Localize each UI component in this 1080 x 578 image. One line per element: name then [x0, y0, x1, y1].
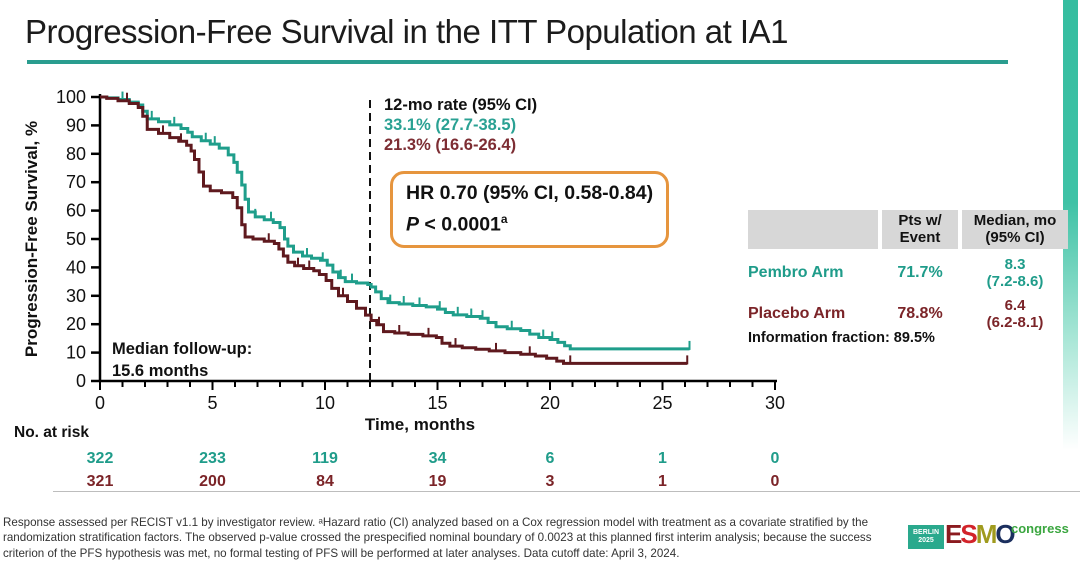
- at-risk-count: 233: [199, 450, 226, 467]
- at-risk-count: 0: [771, 450, 780, 467]
- at-risk-count: 200: [199, 473, 226, 490]
- esmo-letter-o: O: [995, 519, 1015, 549]
- esmo-letter-s: S: [960, 519, 977, 549]
- y-tick-label: 50: [66, 229, 86, 249]
- km-curve-pembro-arm: [100, 95, 690, 351]
- summary-row-pembro-events: 71.7%: [897, 264, 943, 281]
- summary-header-median: Median, mo (95% CI): [962, 210, 1068, 249]
- title-underline: [27, 60, 1008, 64]
- decorative-edge-stripe: [1063, 0, 1078, 450]
- footnote: Response assessed per RECIST v1.1 by inv…: [3, 516, 872, 560]
- at-risk-count: 1: [658, 473, 667, 490]
- esmo-wordmark: ESMO: [945, 519, 1016, 549]
- p-superscript: a: [500, 212, 508, 226]
- y-tick-label: 80: [66, 144, 86, 164]
- x-tick-label: 15: [427, 393, 447, 413]
- at-risk-count: 321: [87, 473, 114, 490]
- summary-row-pembro-median: 8.3 (7.2-8.6): [986, 256, 1044, 290]
- y-tick-label: 30: [66, 286, 86, 306]
- p-value-line: P < 0.0001a: [406, 206, 653, 238]
- footnote-divider: [53, 491, 1080, 492]
- y-tick-label: 20: [66, 314, 86, 334]
- summary-row-pembro-arm: Pembro Arm: [748, 264, 844, 281]
- rate-annotation: 12-mo rate (95% CI) 33.1% (27.7-38.5) 21…: [384, 95, 537, 155]
- at-risk-count: 322: [87, 450, 114, 467]
- x-tick-label: 30: [765, 393, 785, 413]
- summary-header-events: Pts w/ Event: [882, 210, 958, 249]
- p-value: < 0.0001: [419, 213, 501, 236]
- y-tick-label: 70: [66, 172, 86, 192]
- esmo-letter-m: M: [975, 519, 998, 549]
- x-tick-label: 20: [540, 393, 560, 413]
- summary-table: Pts w/ Event Median, mo (95% CI) Pembro …: [748, 210, 1068, 331]
- rate-annotation-placebo: 21.3% (16.6-26.4): [384, 136, 517, 154]
- y-tick-label: 90: [66, 115, 86, 135]
- y-axis-title: Progression-Free Survival, %: [22, 121, 41, 357]
- summary-row-placebo-median: 6.4 (6.2-8.1): [986, 297, 1044, 331]
- esmo-congress-logo: BERLIN 2025 ESMO congress: [908, 520, 1078, 554]
- hazard-ratio-text: HR 0.70 (95% CI, 0.58-0.84): [406, 182, 654, 204]
- y-tick-label: 0: [76, 371, 86, 391]
- information-fraction: Information fraction: 89.5%: [748, 330, 935, 346]
- rate-annotation-header: 12-mo rate (95% CI): [384, 96, 538, 114]
- p-label: P: [406, 213, 420, 236]
- at-risk-label: No. at risk: [14, 424, 89, 441]
- at-risk-count: 84: [316, 473, 334, 490]
- x-axis-title: Time, months: [365, 415, 475, 434]
- y-tick-label: 100: [56, 87, 86, 107]
- page-title: Progression-Free Survival in the ITT Pop…: [25, 13, 788, 50]
- x-tick-label: 0: [95, 393, 105, 413]
- at-risk-count: 3: [546, 473, 555, 490]
- y-tick-label: 60: [66, 201, 86, 221]
- summary-header-arm: [748, 210, 878, 249]
- median-followup-note: Median follow-up: 15.6 months: [112, 340, 253, 380]
- at-risk-count: 19: [429, 473, 447, 490]
- summary-row-placebo-events: 78.8%: [897, 305, 943, 322]
- x-tick-label: 25: [652, 393, 672, 413]
- esmo-congress-label: congress: [1011, 521, 1069, 536]
- at-risk-count: 119: [312, 450, 338, 467]
- esmo-letter-e: E: [945, 519, 962, 549]
- y-tick-label: 10: [66, 343, 86, 363]
- hazard-ratio-box: HR 0.70 (95% CI, 0.58-0.84) P < 0.0001a: [390, 171, 670, 248]
- at-risk-count: 34: [429, 450, 447, 467]
- at-risk-count: 6: [546, 450, 555, 467]
- rate-annotation-pembro: 33.1% (27.7-38.5): [384, 116, 517, 134]
- at-risk-count: 1: [658, 450, 667, 467]
- summary-row-placebo-arm: Placebo Arm: [748, 305, 846, 322]
- x-tick-label: 10: [315, 393, 335, 413]
- at-risk-count: 0: [771, 473, 780, 490]
- x-tick-label: 5: [207, 393, 217, 413]
- y-tick-label: 40: [66, 257, 86, 277]
- esmo-berlin-badge: BERLIN 2025: [908, 525, 945, 549]
